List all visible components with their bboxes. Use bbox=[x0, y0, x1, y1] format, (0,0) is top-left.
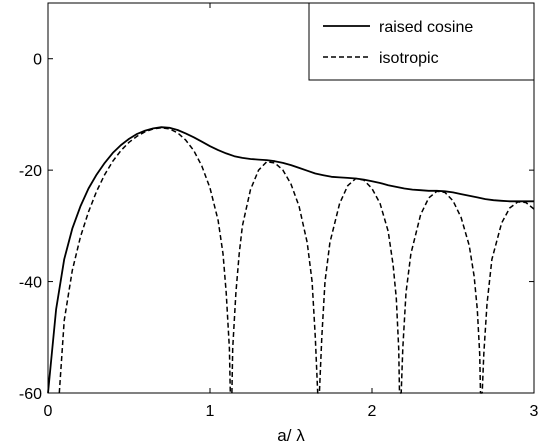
x-tick-label: 2 bbox=[368, 403, 377, 420]
legend-label-raised-cosine: raised cosine bbox=[379, 19, 473, 36]
y-tick-label: 0 bbox=[33, 52, 42, 69]
y-tick-label: -40 bbox=[19, 275, 42, 292]
series-line-isotropic bbox=[58, 127, 535, 394]
x-tick-label: 0 bbox=[44, 403, 53, 420]
y-tick-label: -60 bbox=[19, 386, 42, 403]
series-layer bbox=[47, 126, 535, 394]
plot-frame bbox=[47, 2, 535, 394]
legend-box bbox=[308, 2, 535, 81]
legend: raised cosine isotropic bbox=[308, 2, 535, 81]
series-line-raised-cosine bbox=[47, 126, 534, 394]
y-tick-label: -20 bbox=[19, 163, 42, 180]
x-axis-title: a/ λ bbox=[277, 426, 305, 445]
legend-label-isotropic: isotropic bbox=[379, 50, 439, 67]
x-tick-label: 1 bbox=[206, 403, 215, 420]
x-tick-label: 3 bbox=[530, 403, 539, 420]
